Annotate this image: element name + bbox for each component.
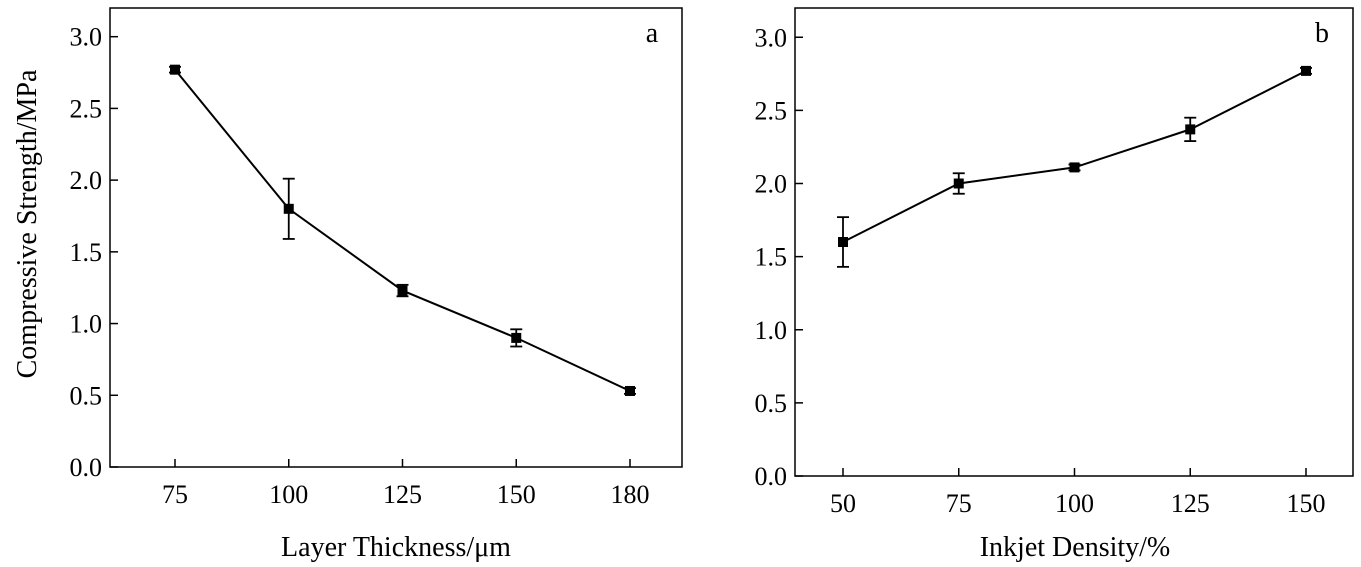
- panel-a-ytick-label: 0.0: [70, 453, 103, 482]
- panel-a-chart: Compressive Strength/MPa Layer Thickness…: [12, 7, 683, 563]
- panel-a-ytick-label: 2.5: [70, 94, 103, 123]
- panel-b-xtick-label: 125: [1171, 489, 1210, 518]
- panel-a-ytick-label: 1.5: [70, 238, 103, 267]
- panel-b-ytick-label: 1.5: [755, 243, 788, 272]
- panel-b-data-point: [1185, 124, 1196, 135]
- panel-b-ytick-label: 3.0: [755, 23, 788, 52]
- panel-a-series-line: [174, 69, 631, 392]
- panel-b-xtick-label: 150: [1287, 489, 1326, 518]
- panel-a-xtick-label: 100: [269, 480, 308, 509]
- panel-a-xtick-label: 125: [383, 480, 422, 509]
- panel-b-data-point: [838, 237, 848, 247]
- panel-a-xtick-label: 180: [611, 480, 650, 509]
- panel-a-ytick-label: 1.0: [70, 310, 103, 339]
- panel-a-data-point: [170, 64, 180, 75]
- panel-b-ytick-label: 2.0: [755, 170, 788, 199]
- panel-a-xtick-label: 150: [497, 480, 536, 509]
- panel-b-data-point: [1301, 65, 1311, 76]
- panel-b-ytick-label: 0.5: [755, 389, 788, 418]
- panel-a-data-point: [397, 285, 408, 296]
- panel-b-xtick-label: 50: [830, 489, 856, 518]
- panel-b-letter: b: [1315, 18, 1329, 49]
- panel-b-frame: [794, 7, 1354, 477]
- panel-a-ytick-label: 2.0: [70, 166, 103, 195]
- panel-b-xtick-label: 100: [1055, 489, 1094, 518]
- panel-b-series-line: [842, 69, 1307, 243]
- panel-b-ytick-label: 1.0: [755, 316, 788, 345]
- panel-b-data-point: [1069, 162, 1080, 173]
- panel-a-ylabel: Compressive Strength/MPa: [12, 69, 43, 378]
- panel-a-frame: [109, 7, 683, 468]
- panel-a-ytick-label: 0.5: [70, 381, 103, 410]
- panel-a-xlabel: Layer Thickness/μm: [281, 532, 511, 563]
- panel-b-ytick-label: 0.0: [755, 462, 788, 491]
- panel-b-chart: Inkjet Density/% b 0.0 0.5 1.0 1.5 2.0 2.5 3.0…: [755, 7, 1354, 563]
- panel-a-data-point: [283, 203, 294, 214]
- panel-b-ytick-label: 2.5: [755, 96, 788, 125]
- panel-b-data-point: [953, 178, 964, 189]
- panel-b-xtick-label: 75: [946, 489, 972, 518]
- panel-a-data-point: [625, 385, 635, 396]
- panel-b-xlabel: Inkjet Density/%: [980, 532, 1171, 563]
- panel-a-xtick-label: 75: [162, 480, 188, 509]
- panel-a-letter: a: [646, 18, 659, 49]
- panel-a-data-point: [511, 332, 522, 343]
- panel-a-ytick-label: 3.0: [70, 23, 103, 52]
